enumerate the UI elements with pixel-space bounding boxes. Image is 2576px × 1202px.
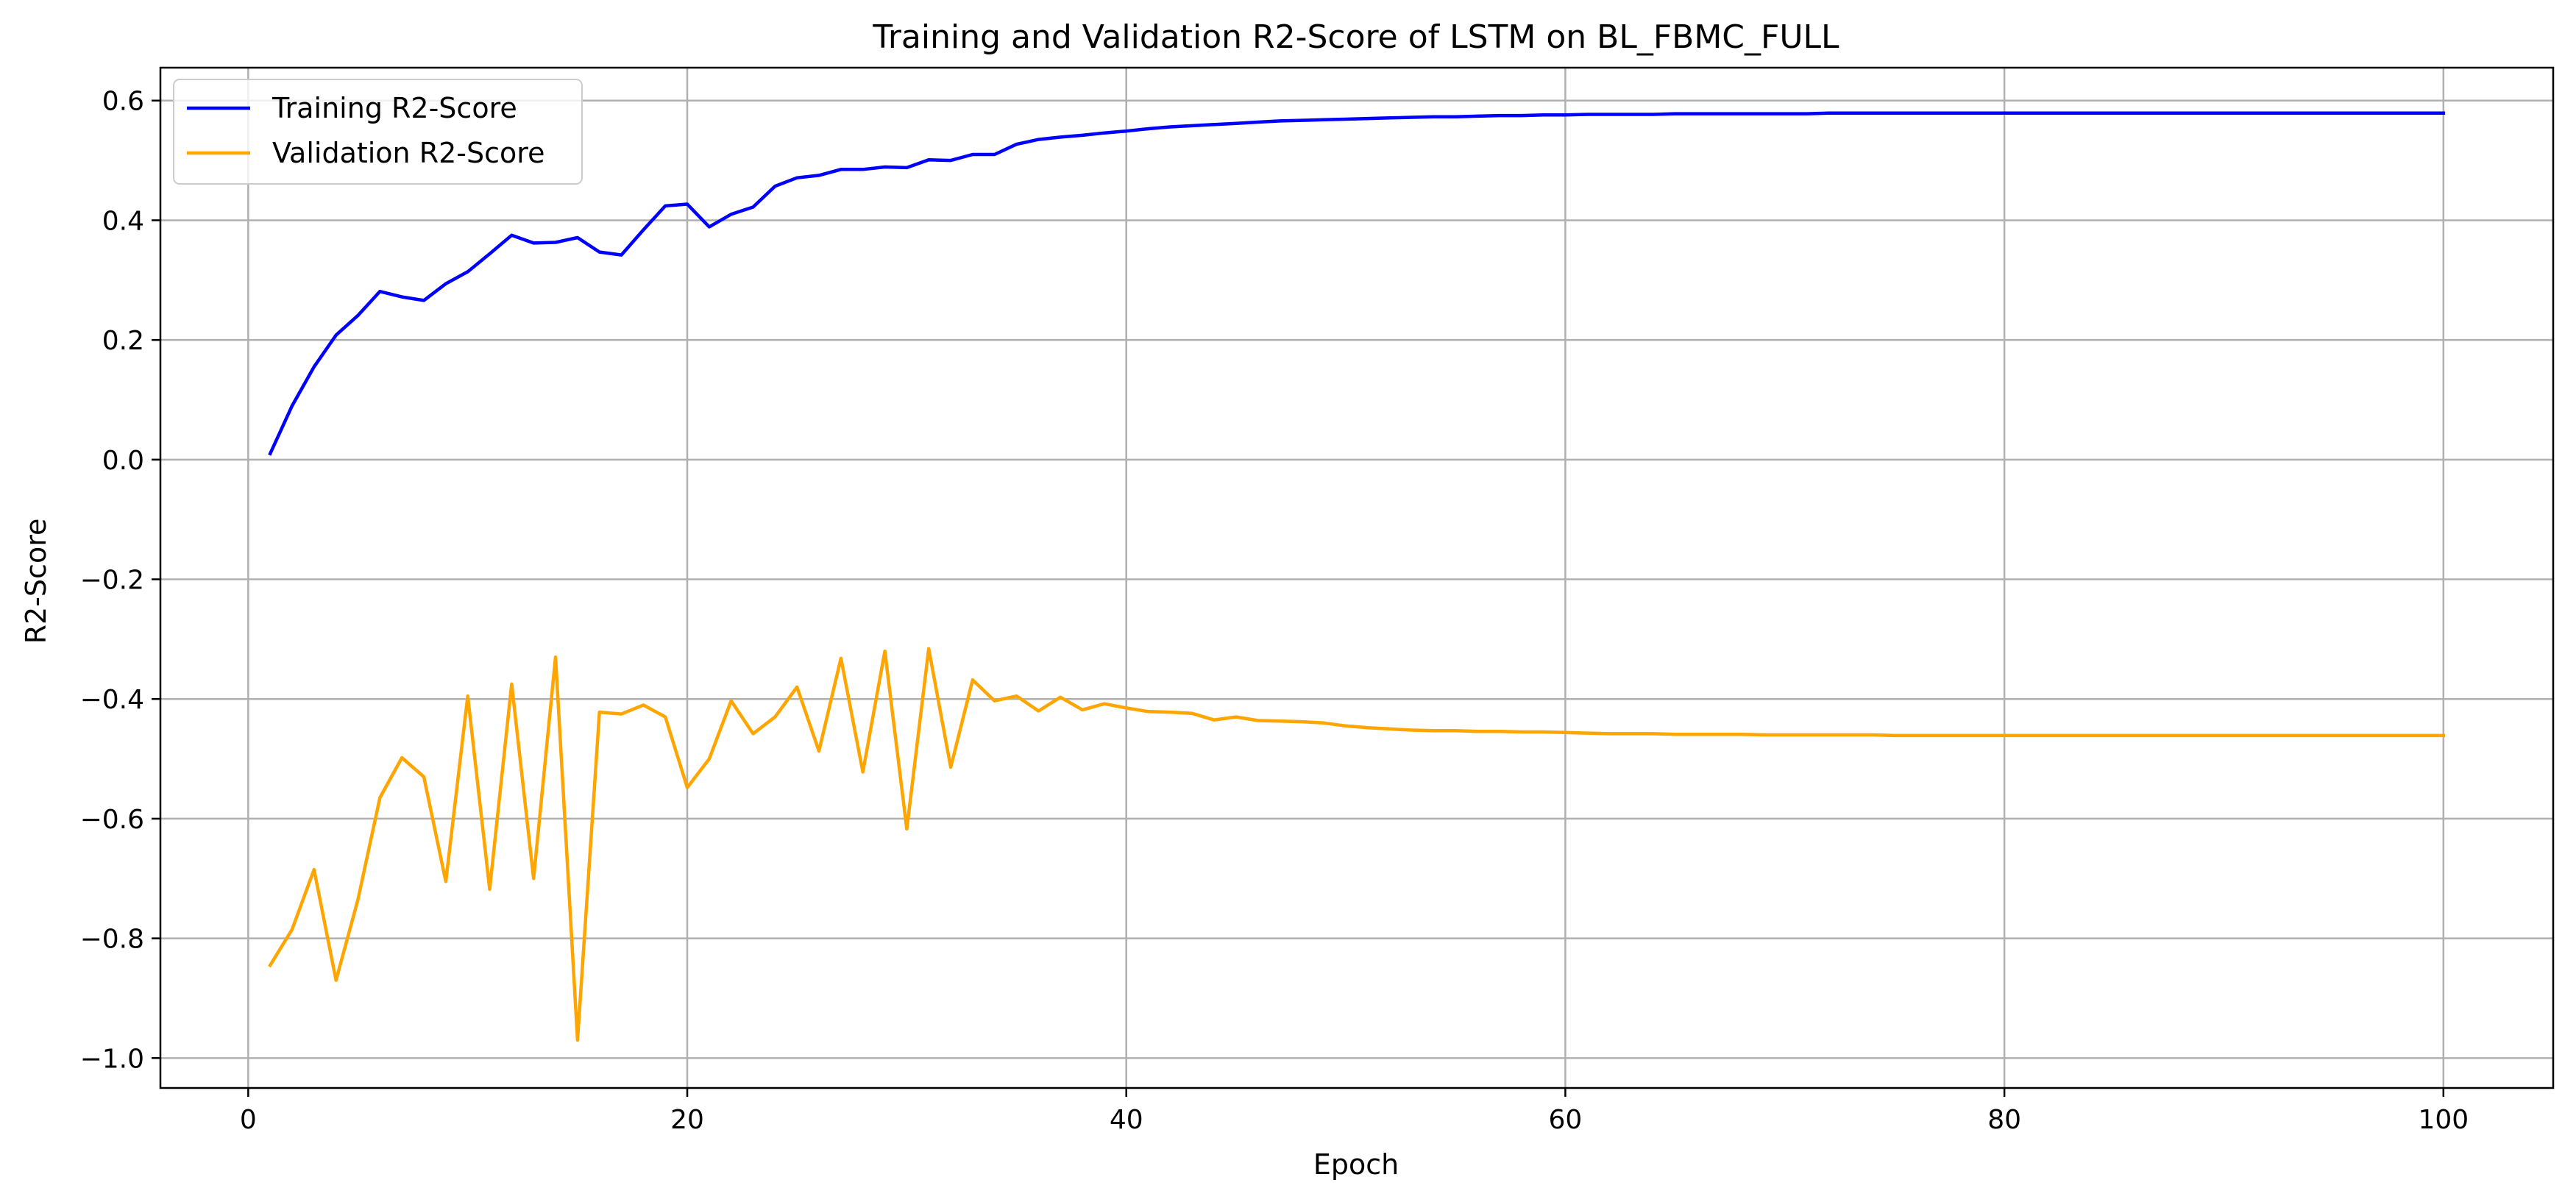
y-tick-label: −0.8 <box>80 925 144 955</box>
y-tick-label: −1.0 <box>80 1044 144 1074</box>
axis-ticks: 0 20 40 60 80 100 −1.0 −0.8 −0.6 −0.4 −0.2 0.0 0.2 0.… <box>80 87 2469 1135</box>
legend-label-validation: Validation R2-Score <box>272 137 544 169</box>
y-tick-label: 0.2 <box>102 326 144 356</box>
x-tick-label: 80 <box>1987 1105 2021 1135</box>
x-tick-label: 40 <box>1110 1105 1143 1135</box>
series-layer <box>268 111 2446 1042</box>
y-tick-label: 0.6 <box>102 87 144 117</box>
x-tick-label: 60 <box>1549 1105 1583 1135</box>
grid <box>160 68 2553 1088</box>
legend-label-training: Training R2-Score <box>272 92 517 124</box>
chart-title: Training and Validation R2-Score of LSTM… <box>872 18 1839 56</box>
series-line-training <box>268 111 2446 456</box>
y-tick-label: −0.2 <box>80 566 144 596</box>
x-tick-label: 100 <box>2418 1105 2469 1135</box>
y-tick-label: −0.4 <box>80 685 144 715</box>
x-tick-label: 20 <box>670 1105 704 1135</box>
legend-box <box>173 79 583 185</box>
plot-frame <box>159 66 2555 1089</box>
x-tick-label: 0 <box>240 1105 257 1135</box>
series-line-validation <box>268 647 2446 1042</box>
y-tick-label: −0.6 <box>80 805 144 835</box>
legend: Training R2-Score Validation R2-Score <box>173 79 583 185</box>
x-axis-label: Epoch <box>1313 1148 1399 1181</box>
y-axis-label: R2-Score <box>20 519 52 644</box>
y-tick-label: 0.4 <box>102 206 144 236</box>
y-tick-label: 0.0 <box>102 446 144 476</box>
